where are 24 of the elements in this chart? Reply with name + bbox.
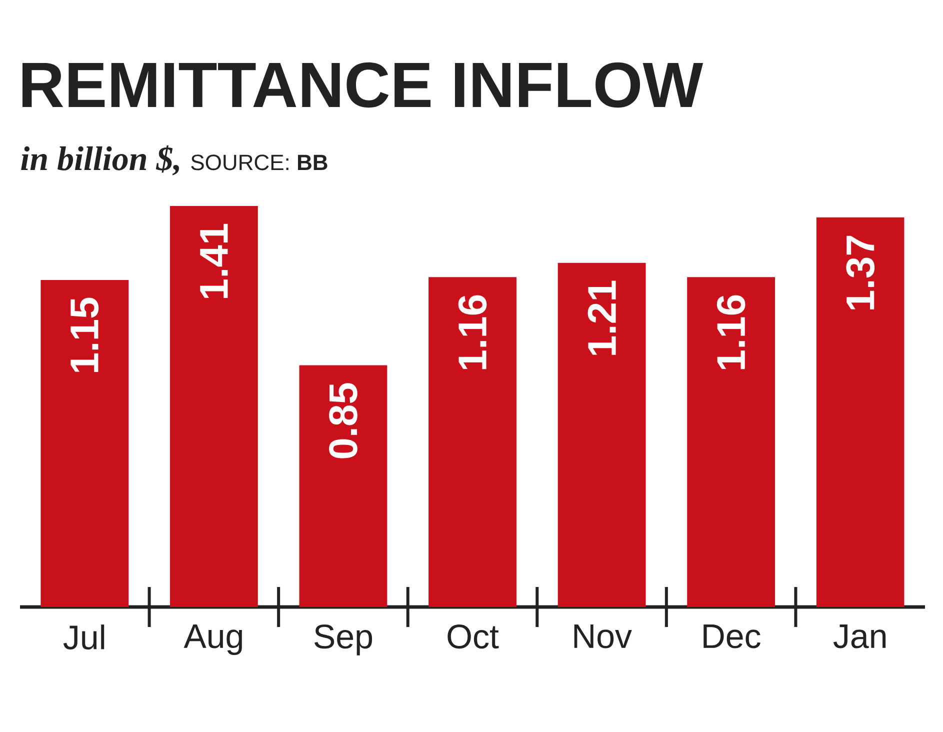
data-label: 1.41 <box>200 224 228 298</box>
data-label: 1.16 <box>458 295 487 370</box>
x-tick-label: Oct <box>448 624 499 649</box>
x-tick-label: Aug <box>184 624 242 655</box>
bar <box>170 206 258 607</box>
x-tick-label: Sep <box>314 624 372 656</box>
chart-subtitle: in billion $, <box>21 145 179 176</box>
bar <box>816 217 904 607</box>
bar <box>299 365 388 607</box>
chart-title: REMITTANCE INFLOW <box>22 62 704 108</box>
x-tick-label: Jul <box>63 624 104 650</box>
bar <box>558 262 646 607</box>
bar <box>428 277 516 607</box>
bar <box>687 277 776 607</box>
data-label: 0.85 <box>329 383 358 458</box>
data-label: 1.37 <box>846 236 875 310</box>
source-note: SOURCE: BB <box>191 154 328 170</box>
x-tick-label: Nov <box>574 624 632 648</box>
x-tick-label: Dec <box>704 624 760 648</box>
data-label: 1.15 <box>70 298 99 372</box>
x-tick-label: Jan <box>833 624 886 648</box>
data-label: 1.21 <box>588 280 616 355</box>
bar <box>40 280 129 607</box>
data-label: 1.16 <box>716 295 746 370</box>
